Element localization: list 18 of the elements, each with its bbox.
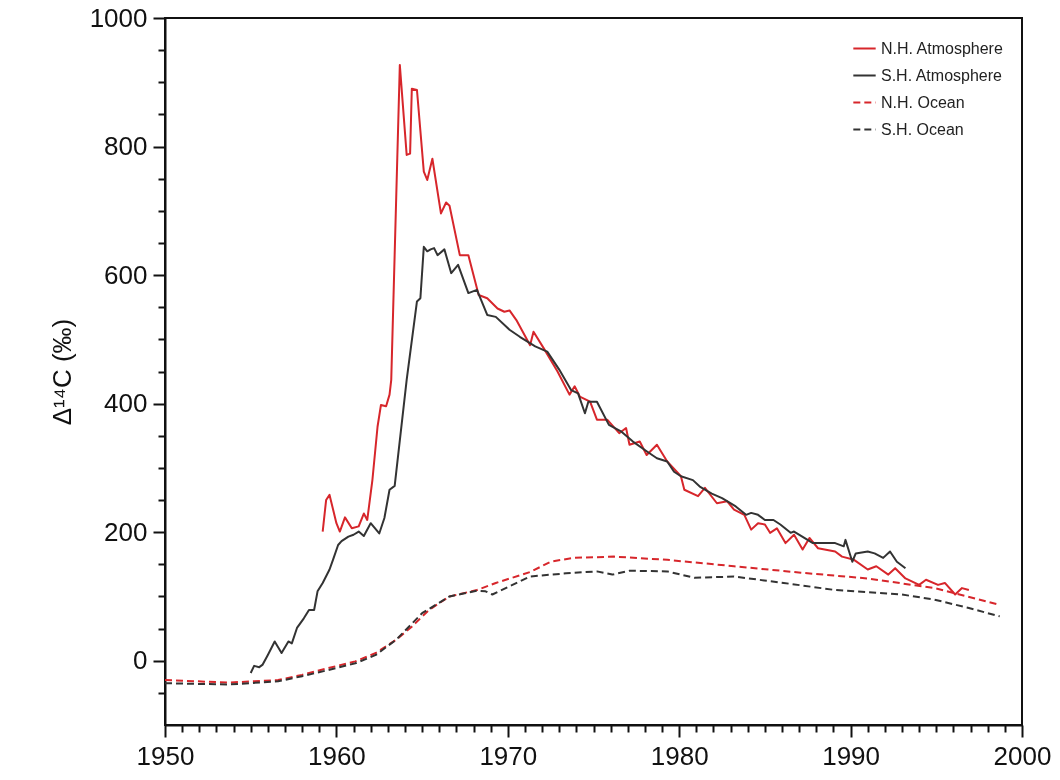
y-tick-label: 200 xyxy=(104,516,148,547)
legend-label: N.H. Ocean xyxy=(881,93,965,111)
x-tick-label: 1970 xyxy=(479,740,538,771)
legend-label: S.H. Atmosphere xyxy=(881,66,1003,84)
y-tick-label: 800 xyxy=(104,131,148,162)
x-tick-label: 1950 xyxy=(136,740,195,771)
legend-label: S.H. Ocean xyxy=(881,120,964,138)
x-tick-label: 1980 xyxy=(650,740,709,771)
y-tick-label: 0 xyxy=(133,645,148,676)
y-tick-label: 400 xyxy=(104,388,148,419)
y-axis-title: Δ¹⁴C (‰) xyxy=(46,318,77,426)
x-tick-label: 1960 xyxy=(307,740,366,771)
y-tick-label: 1000 xyxy=(89,2,148,33)
x-tick-label: 2000 xyxy=(993,740,1052,771)
line-series xyxy=(249,245,907,674)
y-tick-label: 600 xyxy=(104,259,148,290)
legend-label: N.H. Atmosphere xyxy=(881,39,1003,57)
x-tick-label: 1990 xyxy=(822,740,881,771)
